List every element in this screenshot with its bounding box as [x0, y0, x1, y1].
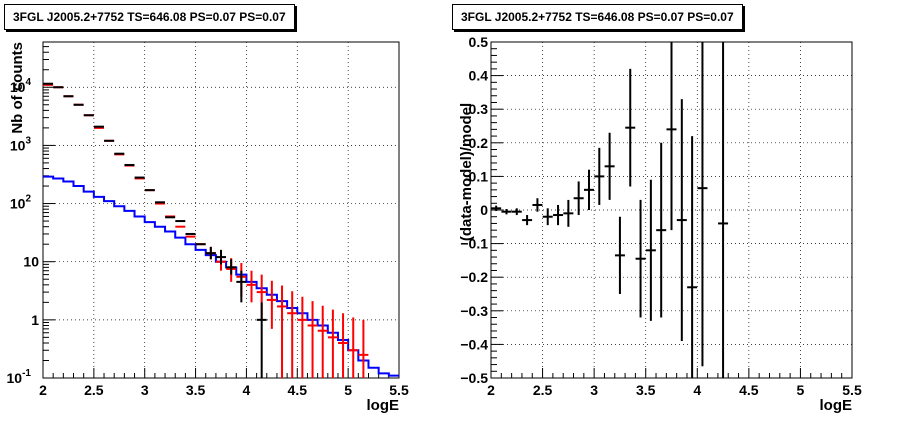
model-point — [348, 317, 359, 378]
y-tick-label: 0.5 — [469, 34, 489, 50]
right-panel-residuals: 2 2.5 3 3.5 4 4.5 5 5.5 −0.5 −0.4 −0.3 −0.2 −0.1 0 0.1… — [458, 34, 862, 414]
residual-point — [501, 208, 512, 215]
x-tick-label: 2 — [39, 382, 47, 398]
residual-point — [594, 147, 605, 205]
x-tick-label: 4.5 — [288, 382, 308, 398]
residual-point — [718, 42, 729, 378]
y-axis-label: Nb of counts — [9, 42, 26, 134]
data-point — [205, 246, 216, 260]
x-tick-label: 3 — [141, 382, 149, 398]
residual-point — [511, 208, 522, 216]
data-point — [226, 259, 237, 275]
x-tick-label: 3.5 — [186, 382, 206, 398]
residual-point — [522, 215, 533, 226]
y-tick-label: 104 — [10, 77, 32, 95]
left-chart-title: 3FGL J2005.2+7752 TS=646.08 PS=0.07 PS=0… — [4, 4, 295, 30]
data-point — [236, 270, 247, 303]
y-tick-label: −0.2 — [460, 269, 488, 285]
y-tick-label: 0.2 — [469, 135, 489, 151]
model-point — [307, 301, 318, 378]
y-tick-label: 1 — [31, 312, 39, 328]
x-tick-label: 3.5 — [636, 382, 656, 398]
model-histogram — [43, 175, 399, 377]
residual-point — [635, 199, 646, 318]
residual-point — [645, 179, 656, 321]
y-tick-label: 0.3 — [469, 101, 489, 117]
model-point — [246, 270, 257, 303]
y-tick-label: 10 — [23, 254, 39, 270]
residual-point — [697, 42, 708, 367]
model-point — [287, 291, 298, 378]
y-axis-label: (data-model)/model — [458, 103, 475, 241]
x-tick-label: 2.5 — [84, 382, 104, 398]
residual-point — [491, 205, 502, 212]
residual-point — [666, 42, 677, 231]
model-point — [277, 285, 288, 378]
x-axis-label: logE — [820, 397, 853, 414]
model-point — [266, 280, 277, 329]
residual-point — [583, 169, 594, 210]
y-tick-label: 103 — [10, 135, 32, 153]
x-tick-label: 5 — [797, 382, 805, 398]
y-tick-label: −0.5 — [460, 370, 488, 386]
y-tick-label: 0.4 — [469, 68, 489, 84]
y-tick-label: 102 — [10, 194, 32, 212]
residual-point — [542, 208, 553, 226]
y-tick-label: −0.3 — [460, 303, 488, 319]
residual-point — [563, 199, 574, 227]
residual-point — [614, 216, 625, 294]
model-point — [358, 319, 369, 378]
x-tick-label: 3 — [590, 382, 598, 398]
residual-point — [604, 132, 615, 200]
residual-point — [553, 204, 564, 226]
x-tick-label: 4.5 — [739, 382, 759, 398]
residual-point — [573, 181, 584, 216]
x-tick-label: 5 — [344, 382, 352, 398]
x-tick-label: 4 — [243, 382, 251, 398]
left-panel-counts: 2 2.5 3 3.5 4 4.5 5 5.5 10-1 1 10 102 103 104 logE Nb o… — [7, 41, 409, 414]
model-point — [317, 305, 328, 378]
model-point — [338, 313, 349, 378]
y-tick-label: −0.4 — [460, 336, 488, 352]
x-axis-label: logE — [367, 397, 400, 414]
right-chart-title: 3FGL J2005.2+7752 TS=646.08 PS=0.07 PS=0… — [452, 4, 743, 30]
residual-point — [625, 68, 636, 187]
y-tick-label: −0.1 — [460, 236, 488, 252]
y-tick-label: 0.1 — [469, 168, 489, 184]
residual-point — [687, 136, 698, 378]
x-tick-label: 5.5 — [842, 382, 862, 398]
x-tick-label: 2 — [487, 382, 495, 398]
residual-point — [656, 142, 667, 318]
y-tick-label: 0 — [480, 202, 488, 218]
residual-point — [676, 99, 687, 342]
x-tick-label: 2.5 — [533, 382, 553, 398]
x-tick-label: 4 — [693, 382, 701, 398]
residual-point — [532, 198, 543, 212]
plot-frame — [42, 41, 400, 379]
y-tick-label: 10-1 — [7, 368, 32, 386]
x-tick-label: 5.5 — [389, 382, 409, 398]
model-point — [297, 296, 308, 378]
model-point — [327, 309, 338, 378]
data-point — [216, 249, 226, 265]
data-point — [256, 302, 267, 378]
